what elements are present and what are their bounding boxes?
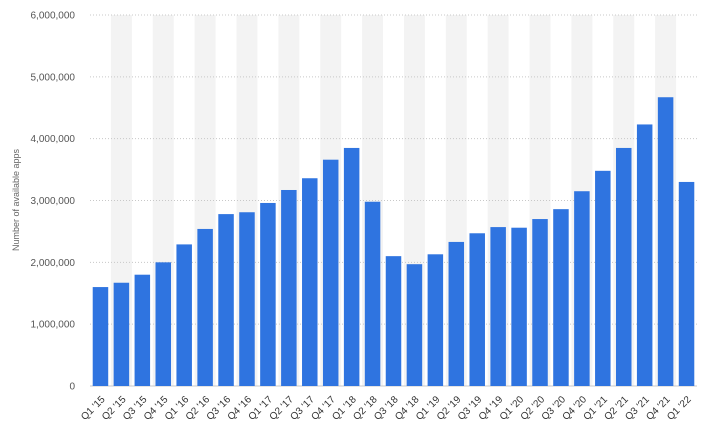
bar: [490, 227, 506, 386]
y-axis-label: Number of available apps: [11, 148, 21, 251]
bar: [511, 227, 527, 386]
bar: [155, 262, 172, 386]
bar: [322, 159, 339, 386]
y-axis-ticks: 0 1,000,000 2,000,000 3,000,000 4,000,000 5,0…: [31, 11, 76, 393]
bar: [218, 214, 234, 386]
bar: [302, 178, 318, 386]
bar: [657, 97, 674, 386]
y-tick-label: 4,000,000: [31, 134, 76, 145]
bar: [615, 147, 632, 386]
bar: [595, 170, 611, 386]
bar: [92, 287, 109, 386]
y-tick-label: 1,000,000: [31, 320, 76, 331]
y-tick-label: 0: [69, 382, 75, 393]
bar: [343, 147, 360, 386]
bar: [406, 264, 423, 386]
bar: [469, 233, 485, 386]
bars: [92, 97, 695, 386]
y-tick-label: 2,000,000: [31, 258, 76, 269]
bar: [197, 228, 213, 386]
x-tick-label: Q1 '22: [665, 394, 694, 423]
bar: [364, 201, 381, 386]
bar: [113, 282, 130, 386]
y-tick-label: 5,000,000: [31, 72, 76, 83]
bar: [239, 212, 255, 386]
bar: [427, 254, 444, 386]
bar: [636, 124, 653, 386]
bar: [532, 219, 548, 386]
bar: [281, 189, 297, 386]
bar: [448, 241, 465, 386]
bar: [385, 256, 402, 386]
bar: [574, 191, 590, 386]
bar: [678, 181, 695, 386]
bar: [553, 209, 569, 386]
y-tick-label: 3,000,000: [31, 196, 76, 207]
bar: [134, 274, 151, 386]
y-tick-label: 6,000,000: [31, 11, 76, 22]
bar: [260, 202, 276, 386]
bar: [176, 244, 192, 386]
